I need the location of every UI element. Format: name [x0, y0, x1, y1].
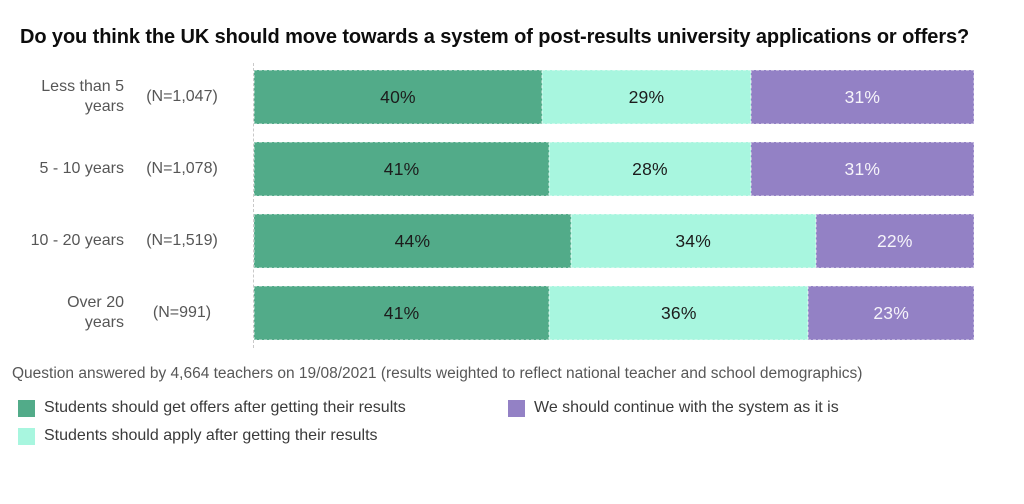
value-label: 36% [660, 302, 697, 323]
legend-swatch [18, 427, 35, 445]
chart-rows: Less than 5 years (N=1,047) 40% 29% 31% 5 - 1… [0, 70, 1024, 340]
chart-page: Do you think the UK should move towards … [0, 26, 1024, 504]
chart-title: Do you think the UK should move towards … [20, 26, 970, 48]
sample-size-label: (N=1,519) [146, 232, 218, 249]
bar-segment-2: 34% [570, 214, 816, 268]
sample-size-label: (N=991) [152, 304, 212, 321]
legend-item: Students should get offers after getting… [18, 399, 508, 417]
value-label: 22% [876, 230, 913, 251]
legend-item: Students should apply after getting thei… [18, 427, 508, 445]
stacked-bar: 41% 28% 31% [254, 142, 974, 196]
value-label: 41% [383, 158, 420, 179]
bar-segment-3: 31% [750, 142, 974, 196]
bar-segment-2: 36% [549, 286, 809, 340]
value-label: 40% [380, 86, 416, 107]
value-label: 34% [675, 230, 712, 251]
sample-size-label: (N=1,078) [146, 160, 218, 177]
legend: Students should get offers after getting… [18, 399, 1024, 445]
chart-row: Less than 5 years (N=1,047) 40% 29% 31% [0, 70, 1024, 124]
value-label: 29% [628, 86, 665, 107]
value-label: 44% [394, 230, 431, 251]
sample-size-label: (N=1,047) [146, 88, 218, 105]
bar-segment-2: 29% [542, 70, 751, 124]
category-label: Less than 5 years [41, 78, 124, 115]
legend-label: Students should get offers after getting… [44, 399, 406, 416]
bar-segment-3: 22% [815, 214, 974, 268]
category-label: 5 - 10 years [39, 160, 124, 177]
plot-area: Less than 5 years (N=1,047) 40% 29% 31% 5 - 1… [0, 63, 1024, 348]
bar-segment-1: 44% [254, 214, 571, 268]
chart-row: 10 - 20 years (N=1,519) 44% 34% 22% [0, 214, 1024, 268]
legend-label: Students should apply after getting thei… [44, 427, 378, 444]
category-label: Over 20 years [67, 294, 124, 331]
legend-item: We should continue with the system as it… [508, 399, 1024, 417]
legend-label: We should continue with the system as it… [534, 399, 839, 416]
legend-swatch [508, 399, 525, 417]
value-label: 23% [873, 302, 909, 323]
bar-segment-1: 41% [254, 286, 550, 340]
stacked-bar: 40% 29% 31% [254, 70, 974, 124]
bar-segment-2: 28% [549, 142, 751, 196]
bar-segment-3: 23% [808, 286, 974, 340]
stacked-bar: 44% 34% 22% [254, 214, 974, 268]
value-label: 41% [383, 302, 420, 323]
category-label: 10 - 20 years [30, 232, 124, 249]
bar-segment-3: 31% [750, 70, 974, 124]
axis-baseline [253, 63, 254, 348]
chart-row: 5 - 10 years (N=1,078) 41% 28% 31% [0, 142, 1024, 196]
footnote: Question answered by 4,664 teachers on 1… [12, 365, 863, 382]
chart-row: Over 20 years (N=991) 41% 36% 23% [0, 286, 1024, 340]
value-label: 31% [844, 158, 881, 179]
value-label: 31% [844, 86, 881, 107]
bar-segment-1: 41% [254, 142, 550, 196]
legend-swatch [18, 399, 35, 417]
stacked-bar: 41% 36% 23% [254, 286, 974, 340]
value-label: 28% [632, 158, 668, 179]
bar-segment-1: 40% [254, 70, 542, 124]
